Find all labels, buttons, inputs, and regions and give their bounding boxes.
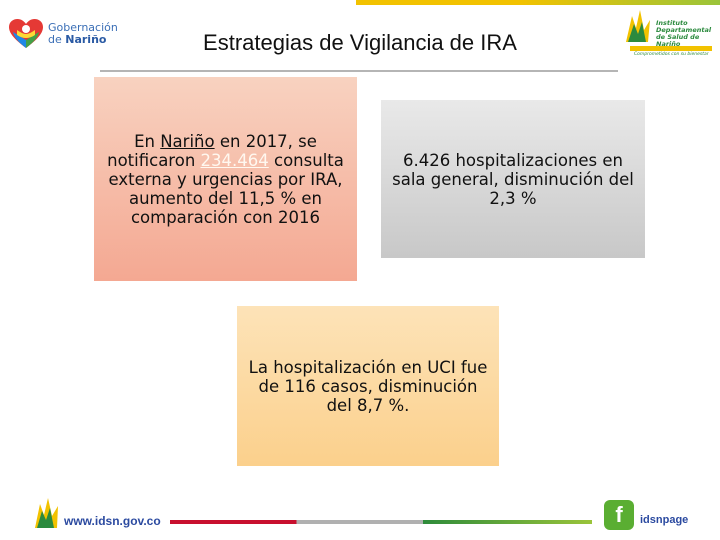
gobernacion-line2-prefix: de bbox=[48, 33, 66, 46]
idsn-footer-logo-icon bbox=[35, 498, 58, 528]
box1-highlight-value: 234.464 bbox=[200, 150, 269, 170]
gobernacion-line1: Gobernación bbox=[48, 21, 118, 34]
box1-text-narino: Nariño bbox=[160, 131, 215, 151]
page-title: Estrategias de Vigilancia de IRA bbox=[203, 30, 517, 55]
box1-text-part1: En bbox=[134, 131, 161, 151]
idsn-line2: Departamental bbox=[656, 26, 712, 34]
footer-website-link[interactable]: www.idsn.gov.co bbox=[64, 514, 161, 528]
header-top-stripe bbox=[356, 0, 720, 5]
idsn-line1: Instituto bbox=[656, 19, 688, 27]
idsn-logo: Instituto Departamental de Salud de Nari… bbox=[622, 8, 714, 58]
idsn-slogan: Comprometidos con su bienestar bbox=[634, 52, 709, 57]
gobernacion-line2-bold: Nariño bbox=[65, 33, 107, 46]
idsn-logo-icon bbox=[626, 10, 650, 42]
box1-text-part2: en 2017, se notificaron bbox=[107, 131, 317, 170]
facebook-icon[interactable]: f bbox=[604, 500, 634, 530]
gobernacion-text: Gobernación de Nariño bbox=[48, 22, 118, 46]
info-box-hospitalizaciones: 6.426 hospitalizaciones en sala general,… bbox=[381, 100, 645, 258]
idsn-logo-bar bbox=[630, 46, 712, 51]
info-box-uci: La hospitalización en UCI fue de 116 cas… bbox=[237, 306, 499, 466]
footer-divider bbox=[170, 520, 592, 524]
gobernacion-logo: Gobernación de Nariño bbox=[8, 14, 118, 54]
heart-logo-icon bbox=[9, 19, 43, 48]
info-box-uci-text: La hospitalización en UCI fue de 116 cas… bbox=[248, 357, 488, 415]
info-box-hospitalizaciones-text: 6.426 hospitalizaciones en sala general,… bbox=[392, 150, 634, 208]
title-divider bbox=[100, 70, 618, 72]
idsn-line3: de Salud de Nariño bbox=[656, 33, 700, 48]
info-box-consultas: En Nariño en 2017, se notificaron 234.46… bbox=[94, 77, 357, 281]
facebook-page-link[interactable]: idsnpage bbox=[640, 514, 689, 526]
info-box-consultas-text: En Nariño en 2017, se notificaron 234.46… bbox=[104, 132, 347, 227]
idsn-name: Instituto Departamental de Salud de Nari… bbox=[656, 20, 714, 48]
box1-text-part3: consulta externa y urgencias por IRA, au… bbox=[108, 150, 344, 227]
